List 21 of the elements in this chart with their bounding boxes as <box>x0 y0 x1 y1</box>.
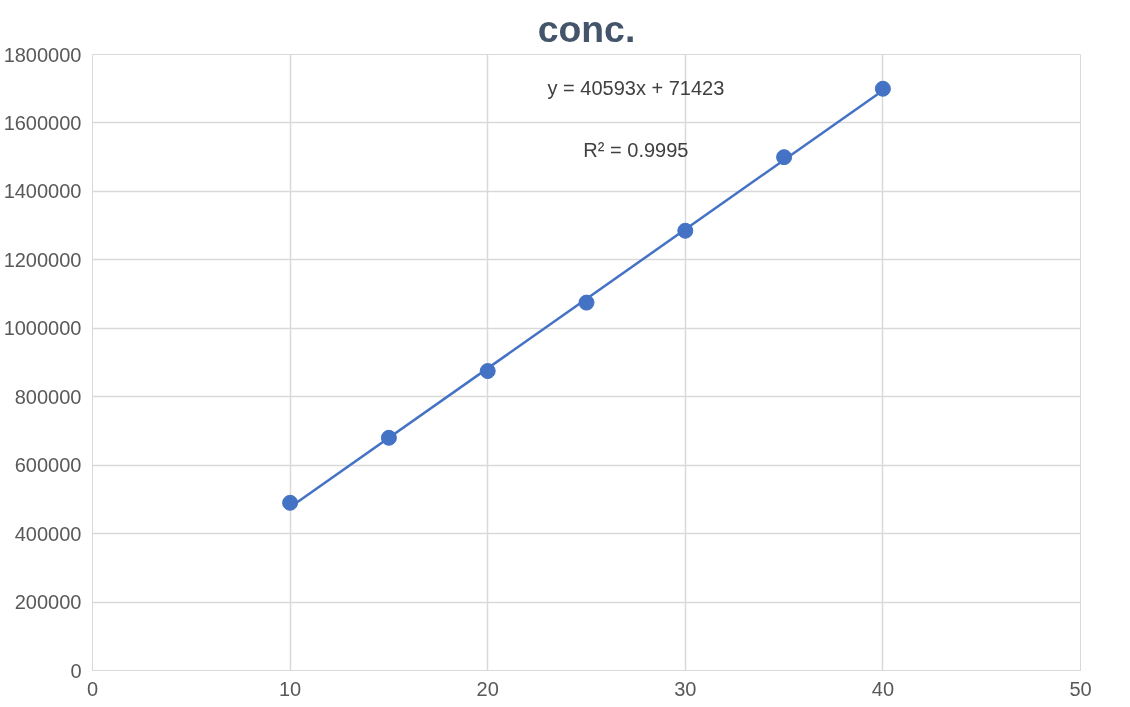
point <box>282 494 299 511</box>
y-tick-label: 1400000 <box>3 180 82 203</box>
point <box>874 80 891 97</box>
y-tick-label: 800000 <box>14 385 82 408</box>
x-tick-label: 30 <box>674 677 697 700</box>
y-tick-label: 400000 <box>14 522 82 545</box>
y-tick-label: 0 <box>70 659 82 682</box>
y-tick-label: 1200000 <box>3 248 82 271</box>
x-tick-label: 10 <box>278 677 302 700</box>
x-tick-label: 50 <box>1069 677 1092 700</box>
chart-title: conc. <box>537 7 636 50</box>
x-tick-label: 40 <box>871 677 895 700</box>
annotation: R² = 0.9995 <box>583 138 689 161</box>
x-tick-label: 20 <box>476 677 499 700</box>
y-tick-label: 1600000 <box>3 111 82 134</box>
y-tick-label: 1000000 <box>3 317 82 340</box>
x-tick-label: 0 <box>86 677 99 700</box>
y-tick-label: 1800000 <box>3 43 82 66</box>
y-tick-label: 200000 <box>14 591 82 614</box>
annotation: y = 40593x + 71423 <box>547 77 725 100</box>
y-tick-label: 600000 <box>14 454 82 477</box>
